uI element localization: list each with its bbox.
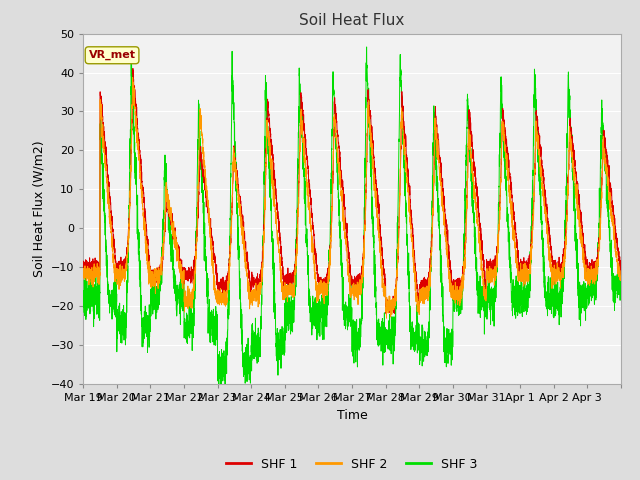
Text: VR_met: VR_met: [88, 50, 136, 60]
SHF 2: [617, 268, 625, 274]
SHF 1: [383, 311, 390, 317]
SHF 3: [79, 294, 87, 300]
SHF 3: [372, 305, 380, 311]
SHF 1: [500, 113, 508, 119]
SHF 2: [191, 281, 198, 287]
SHF 3: [363, 44, 371, 50]
X-axis label: Time: Time: [337, 408, 367, 421]
SHF 3: [500, 114, 508, 120]
Line: SHF 2: SHF 2: [83, 78, 621, 318]
SHF 1: [540, 176, 548, 182]
Line: SHF 3: SHF 3: [83, 47, 621, 384]
SHF 2: [500, 138, 508, 144]
SHF 3: [526, 272, 534, 278]
SHF 3: [401, 191, 409, 196]
SHF 3: [215, 381, 223, 387]
SHF 1: [372, 177, 380, 182]
SHF 2: [372, 200, 380, 205]
SHF 3: [540, 252, 548, 258]
SHF 3: [617, 296, 625, 302]
SHF 2: [526, 265, 534, 271]
SHF 2: [129, 75, 136, 81]
SHF 1: [401, 137, 409, 143]
SHF 1: [129, 66, 137, 72]
SHF 1: [617, 265, 625, 271]
SHF 2: [79, 270, 87, 276]
SHF 1: [526, 253, 534, 259]
Title: Soil Heat Flux: Soil Heat Flux: [300, 13, 404, 28]
SHF 1: [191, 253, 198, 259]
Legend: SHF 1, SHF 2, SHF 3: SHF 1, SHF 2, SHF 3: [221, 453, 483, 476]
SHF 2: [383, 315, 390, 321]
SHF 1: [79, 261, 87, 266]
Y-axis label: Soil Heat Flux (W/m2): Soil Heat Flux (W/m2): [32, 141, 45, 277]
Line: SHF 1: SHF 1: [83, 69, 621, 314]
SHF 2: [401, 147, 409, 153]
SHF 3: [191, 288, 198, 294]
SHF 2: [540, 193, 548, 199]
